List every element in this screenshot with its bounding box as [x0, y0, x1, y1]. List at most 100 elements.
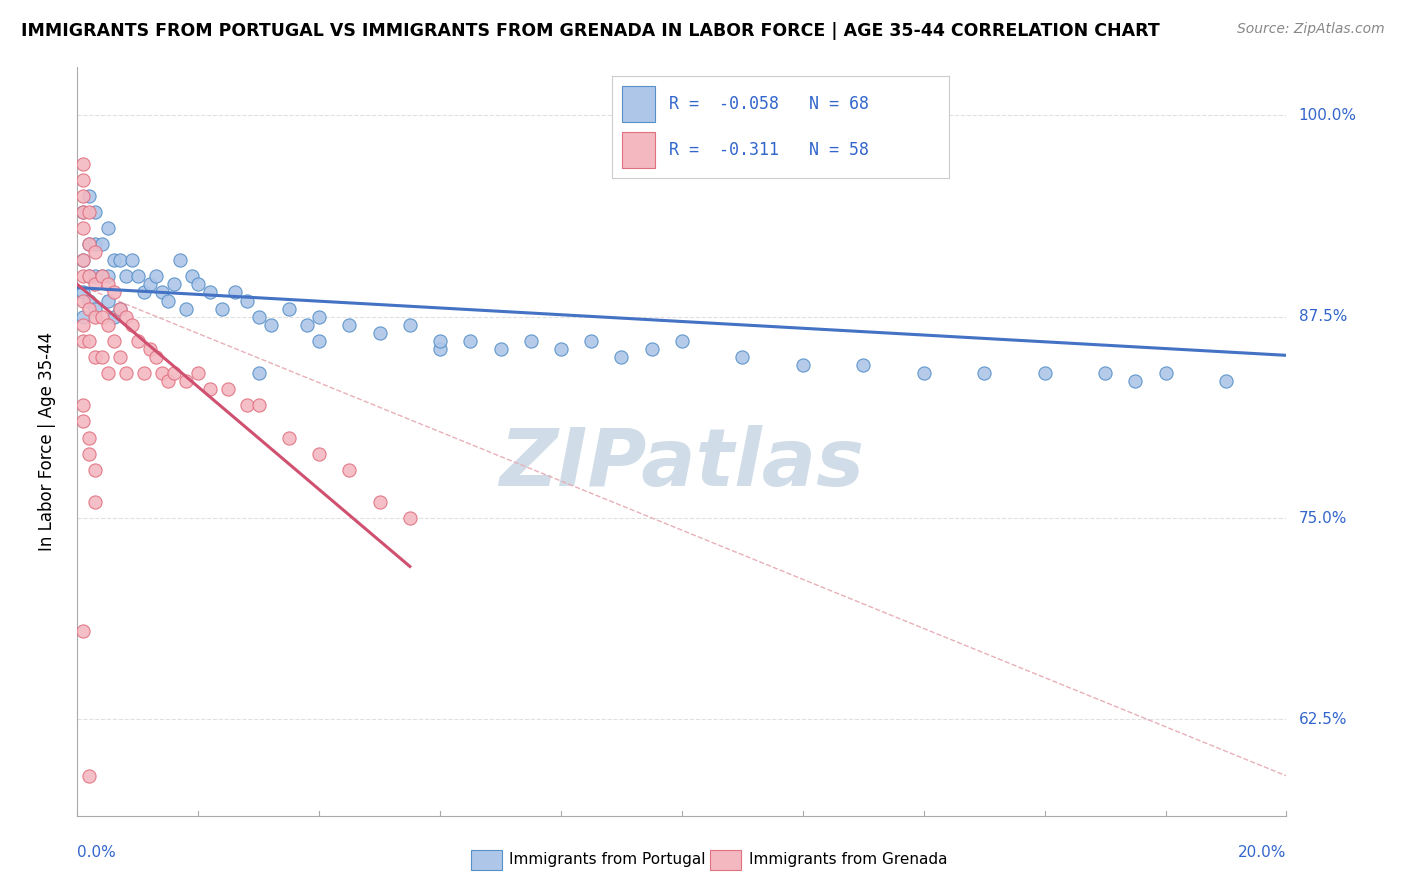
Point [235, 293, 257, 308]
Point [973, 366, 995, 380]
Point [84, 245, 107, 260]
Text: 20.0%: 20.0% [1239, 846, 1286, 860]
Point [79, 237, 101, 252]
Point [200, 382, 222, 396]
Text: Immigrants from Portugal: Immigrants from Portugal [509, 853, 706, 867]
Point [90, 269, 112, 284]
Point [399, 318, 422, 332]
Point [96, 293, 118, 308]
Point [72, 414, 94, 428]
Point [429, 342, 451, 356]
Point [127, 334, 149, 348]
Point [174, 374, 197, 388]
Point [90, 237, 112, 252]
Point [671, 334, 693, 348]
Point [337, 463, 360, 477]
Point [308, 447, 330, 461]
Point [368, 495, 391, 509]
Text: R =  -0.311   N = 58: R = -0.311 N = 58 [669, 141, 869, 159]
Point [72, 172, 94, 186]
Point [852, 358, 875, 372]
Text: 62.5%: 62.5% [1299, 712, 1347, 727]
Point [72, 253, 94, 268]
Point [84, 237, 107, 252]
Point [79, 769, 101, 783]
Point [72, 398, 94, 412]
Point [90, 269, 112, 284]
Point [84, 277, 107, 292]
Point [1215, 374, 1237, 388]
Point [308, 334, 330, 348]
Point [337, 318, 360, 332]
Point [96, 318, 118, 332]
Point [550, 342, 572, 356]
Point [79, 447, 101, 461]
Point [132, 366, 155, 380]
Text: 75.0%: 75.0% [1299, 510, 1347, 525]
Point [211, 301, 233, 316]
Point [79, 189, 101, 203]
Point [72, 285, 94, 300]
Point [1033, 366, 1056, 380]
Point [145, 269, 167, 284]
Point [139, 342, 162, 356]
Point [90, 350, 112, 364]
Point [72, 205, 94, 219]
Text: In Labor Force | Age 35-44: In Labor Force | Age 35-44 [38, 332, 56, 551]
Point [79, 301, 101, 316]
Point [520, 334, 543, 348]
Point [200, 285, 222, 300]
Point [84, 463, 107, 477]
Point [157, 293, 180, 308]
Point [187, 366, 209, 380]
Point [72, 334, 94, 348]
Point [114, 366, 136, 380]
Point [127, 269, 149, 284]
Point [96, 221, 118, 235]
Point [641, 342, 664, 356]
Point [163, 277, 186, 292]
Point [308, 310, 330, 324]
Point [108, 350, 131, 364]
Point [1094, 366, 1116, 380]
Point [278, 301, 301, 316]
Point [84, 301, 107, 316]
Point [72, 156, 94, 170]
Point [96, 277, 118, 292]
Point [218, 382, 240, 396]
Point [72, 189, 94, 203]
Point [181, 269, 204, 284]
Point [79, 237, 101, 252]
Point [247, 310, 270, 324]
Point [260, 318, 283, 332]
Point [103, 285, 125, 300]
Point [295, 318, 318, 332]
Point [368, 326, 391, 340]
Point [399, 511, 422, 525]
Text: Source: ZipAtlas.com: Source: ZipAtlas.com [1237, 22, 1385, 37]
Point [247, 398, 270, 412]
Text: IMMIGRANTS FROM PORTUGAL VS IMMIGRANTS FROM GRENADA IN LABOR FORCE | AGE 35-44 C: IMMIGRANTS FROM PORTUGAL VS IMMIGRANTS F… [21, 22, 1160, 40]
Point [139, 277, 162, 292]
Point [79, 334, 101, 348]
Text: ZIPatlas: ZIPatlas [499, 425, 865, 503]
Point [84, 310, 107, 324]
Point [103, 334, 125, 348]
Point [1123, 374, 1146, 388]
Point [121, 318, 143, 332]
Point [72, 624, 94, 638]
Point [489, 342, 512, 356]
Point [121, 253, 143, 268]
Point [79, 205, 101, 219]
Point [429, 334, 451, 348]
Point [79, 430, 101, 444]
Point [157, 374, 180, 388]
Point [72, 310, 94, 324]
Point [247, 366, 270, 380]
Point [72, 293, 94, 308]
Point [72, 269, 94, 284]
Point [174, 301, 197, 316]
Point [145, 350, 167, 364]
Point [84, 350, 107, 364]
Point [224, 285, 246, 300]
